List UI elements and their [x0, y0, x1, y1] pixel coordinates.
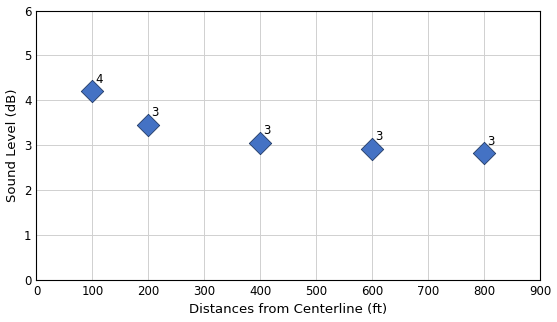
Point — [88, 89, 97, 94]
Point — [144, 122, 153, 128]
Text: 3: 3 — [152, 106, 159, 119]
Point — [480, 151, 489, 156]
Point — [256, 140, 265, 146]
X-axis label: Distances from Centerline (ft): Distances from Centerline (ft) — [189, 303, 388, 317]
Text: 4: 4 — [95, 72, 102, 86]
Point — [368, 146, 377, 151]
Text: 3: 3 — [487, 135, 495, 147]
Y-axis label: Sound Level (dB): Sound Level (dB) — [6, 89, 18, 202]
Text: 3: 3 — [375, 130, 383, 143]
Text: 3: 3 — [263, 124, 271, 137]
